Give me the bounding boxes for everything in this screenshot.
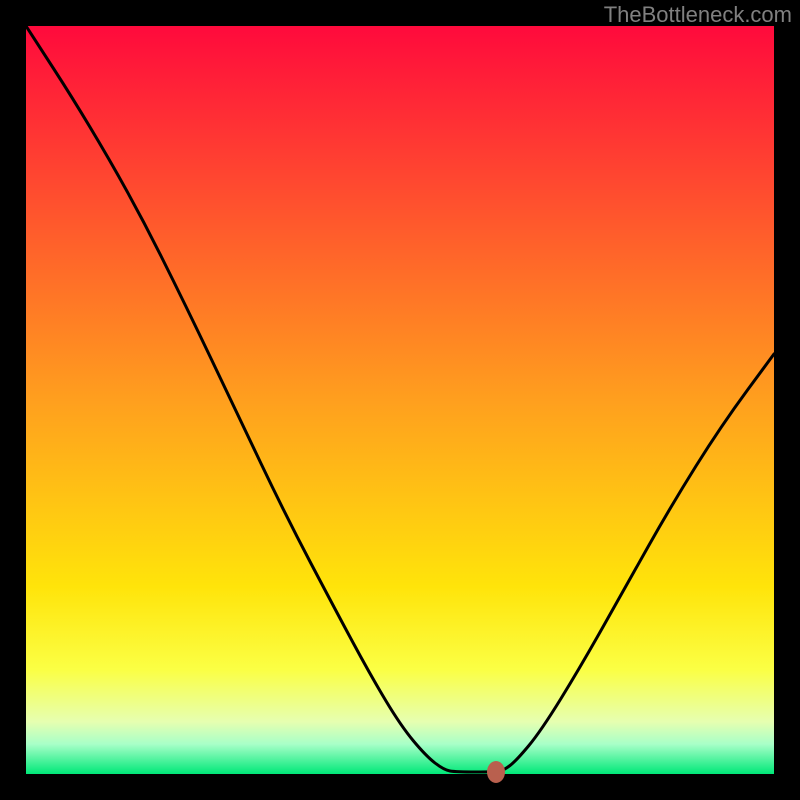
chart-container: TheBottleneck.com (0, 0, 800, 800)
watermark-text: TheBottleneck.com (604, 2, 792, 28)
optimal-point-marker (487, 761, 505, 783)
bottleneck-curve (26, 26, 774, 774)
